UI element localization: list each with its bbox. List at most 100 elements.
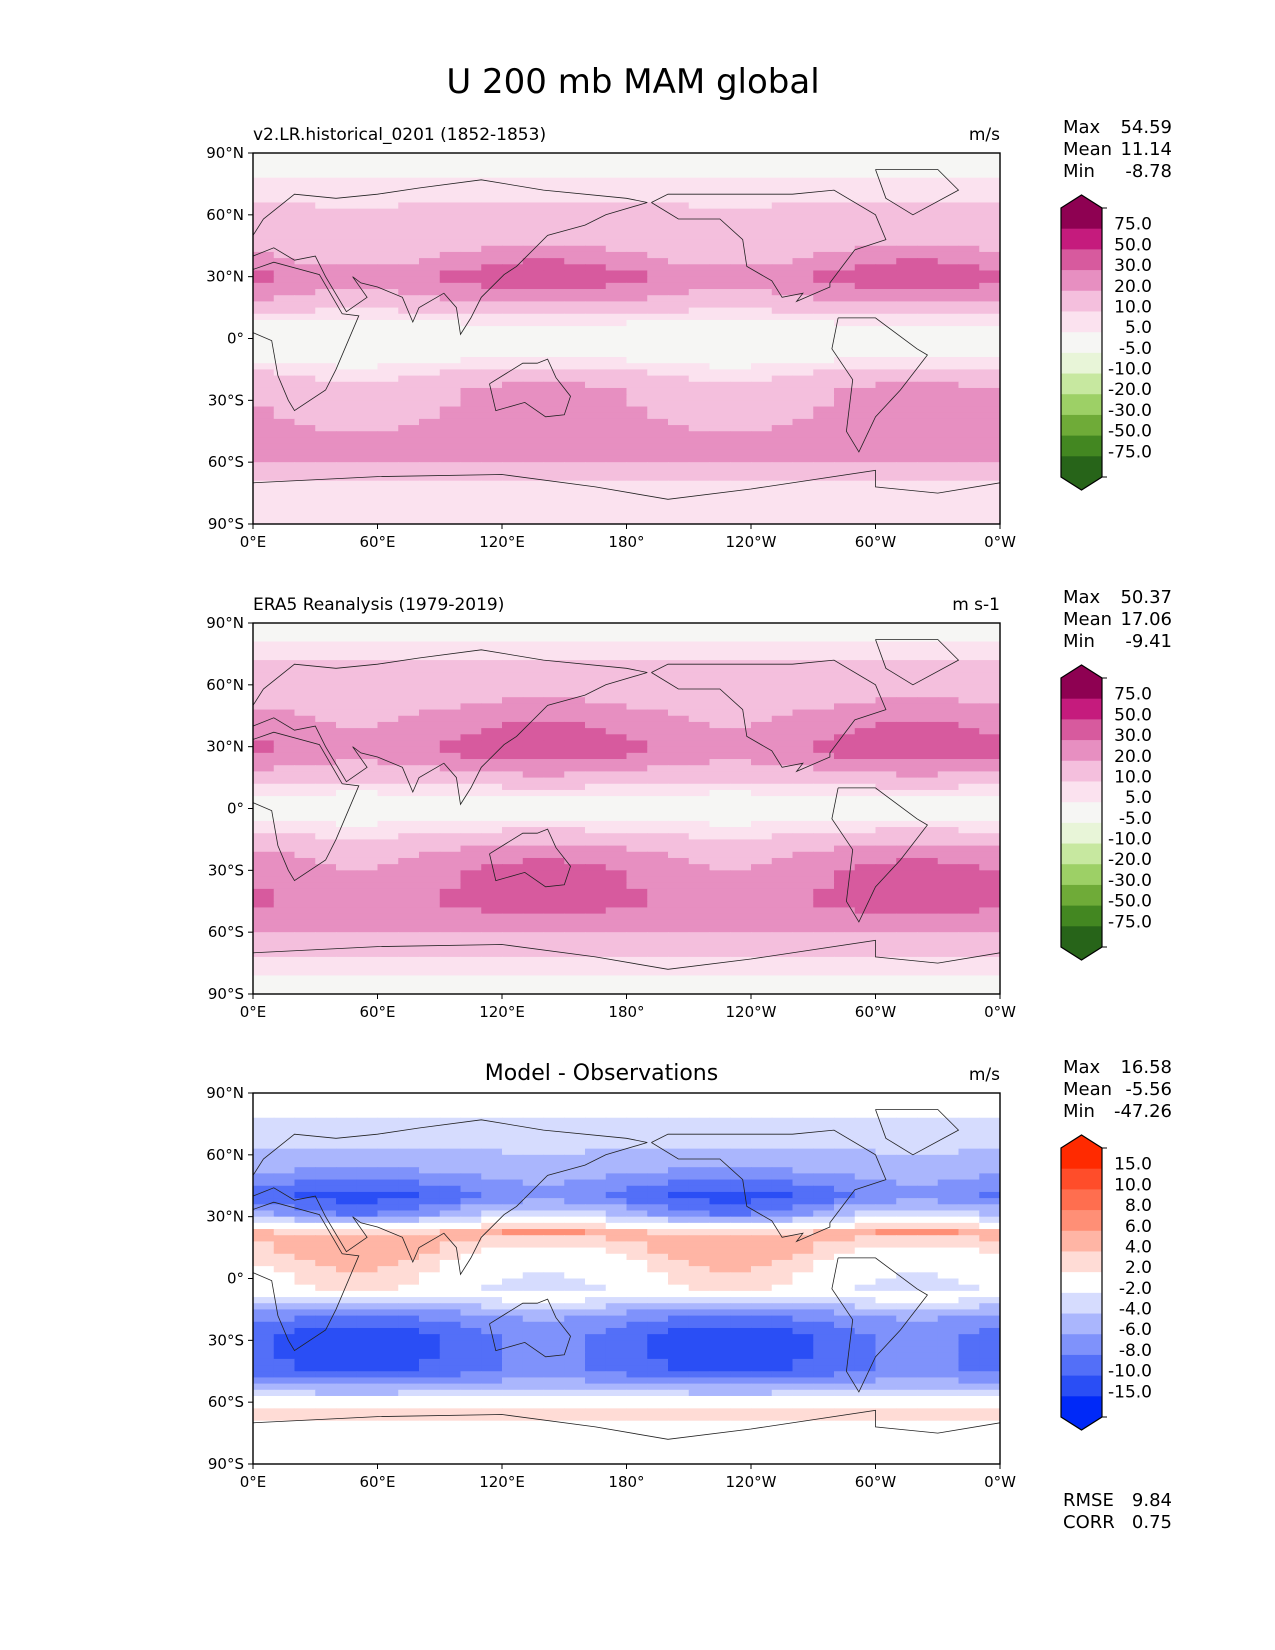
field-cell [709, 1130, 731, 1137]
field-cell [336, 1099, 358, 1106]
field-cell [315, 653, 337, 661]
field-cell [730, 381, 752, 389]
field-cell [419, 165, 441, 173]
field-cell [522, 888, 545, 896]
field-cell [979, 987, 1000, 994]
field-cell [564, 338, 586, 346]
field-cell [937, 789, 960, 797]
field-cell [315, 839, 337, 847]
field-cell [543, 159, 565, 166]
field-cell [709, 746, 731, 754]
field-cell [502, 925, 524, 933]
field-cell [522, 208, 545, 216]
field-cell [564, 400, 586, 408]
field-cell [502, 752, 524, 760]
field-cell [377, 740, 399, 748]
field-cell [564, 270, 586, 278]
field-cell [273, 276, 296, 284]
field-cell [543, 987, 565, 994]
field-cell [626, 827, 648, 834]
field-cell [336, 468, 358, 476]
field-cell [356, 431, 379, 439]
field-cell [294, 387, 316, 395]
field-cell [647, 313, 669, 321]
field-cell [253, 925, 275, 933]
field-cell [522, 307, 545, 315]
field-cell [273, 944, 296, 952]
field-cell [294, 221, 316, 228]
field-cell [896, 332, 918, 340]
field-cell [398, 771, 420, 779]
field-cell [896, 796, 918, 803]
field-cell [439, 282, 462, 290]
field-cell [751, 499, 773, 507]
field-cell [356, 895, 379, 902]
field-cell [854, 845, 877, 853]
field-cell [730, 703, 752, 711]
field-cell [792, 802, 814, 810]
field-cell [958, 721, 980, 729]
field-cell [854, 486, 877, 494]
field-cell [751, 969, 773, 977]
field-cell [668, 301, 690, 309]
field-cell [937, 752, 960, 760]
field-cell [460, 221, 482, 228]
field-cell [709, 449, 731, 457]
field-cell [585, 647, 607, 655]
field-cell [543, 870, 565, 878]
field-cell [854, 783, 877, 791]
field-cell [730, 159, 752, 166]
field-cell [460, 449, 482, 457]
field-cell [564, 623, 586, 630]
coastline [489, 828, 571, 888]
field-cell [253, 672, 275, 680]
field-cell [294, 759, 316, 766]
field-cell [813, 499, 835, 507]
field-cell [481, 183, 503, 191]
field-cell [315, 196, 337, 204]
field-cell [668, 208, 690, 216]
field-cell [336, 400, 358, 408]
field-cell [626, 1093, 648, 1100]
field-cell [751, 153, 773, 160]
field-cell [439, 684, 462, 692]
field-cell [834, 1154, 856, 1162]
field-cell [356, 653, 379, 661]
field-cell [834, 783, 856, 791]
field-cell [626, 233, 648, 241]
field-cell [937, 177, 960, 185]
field-cell [564, 1093, 586, 1100]
field-cell [709, 406, 731, 414]
field-cell [273, 480, 296, 488]
field-cell [522, 901, 545, 909]
field-cell [315, 307, 337, 315]
field-cell [771, 647, 794, 655]
field-cell [273, 728, 296, 735]
field-cell [585, 938, 607, 946]
field-cell [647, 845, 669, 853]
field-cell [834, 153, 856, 160]
field-cell [481, 332, 503, 340]
field-cell [854, 1173, 877, 1181]
field-cell [937, 1093, 960, 1100]
field-cell [253, 771, 275, 779]
field-cell [253, 734, 275, 742]
field-cell [564, 709, 586, 717]
field-cell [834, 653, 856, 661]
field-cell [854, 721, 877, 729]
field-cell [709, 684, 731, 692]
field-cell [896, 728, 918, 735]
field-cell [253, 963, 275, 970]
field-cell [813, 412, 835, 420]
field-cell [419, 462, 441, 469]
field-cell [502, 827, 524, 834]
field-cell [522, 400, 545, 408]
field-cell [273, 221, 296, 228]
field-cell [543, 313, 565, 321]
field-cell [481, 462, 503, 469]
field-cell [253, 511, 275, 519]
field-cell [273, 740, 296, 748]
field-cell [709, 183, 731, 191]
field-cell [979, 1105, 1000, 1113]
field-cell [979, 876, 1000, 884]
